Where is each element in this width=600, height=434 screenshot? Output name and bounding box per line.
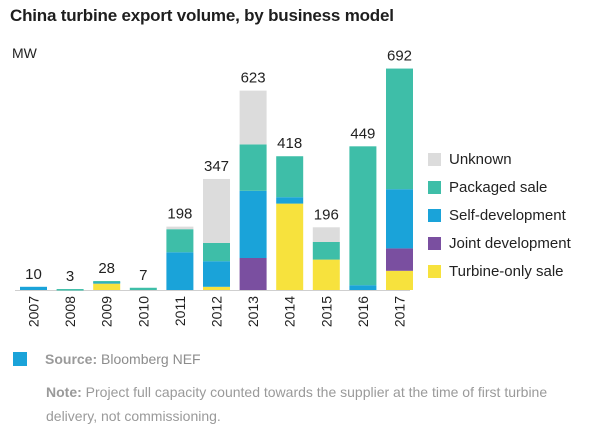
bar-segment-2017-packaged-sale — [386, 68, 413, 190]
x-tick-label-2012: 2012 — [209, 296, 225, 327]
source-label: Source: — [45, 351, 98, 367]
x-tick-label-2016: 2016 — [355, 296, 371, 327]
source-value: Bloomberg NEF — [101, 351, 201, 367]
legend-label-turbine-only-sale: Turbine-only sale — [449, 262, 564, 280]
bar-segment-2013-joint-development — [239, 258, 267, 290]
legend-swatch-packaged-sale — [428, 180, 441, 194]
legend-label-packaged-sale: Packaged sale — [449, 178, 548, 196]
chart-legend: Unknown Packaged sale Self-development J… — [428, 145, 571, 285]
bar-segment-2014-packaged-sale — [276, 156, 304, 198]
legend-item-unknown: Unknown — [428, 145, 571, 173]
bar-segment-2017-self-development — [386, 189, 413, 249]
data-label-2007: 10 — [25, 266, 42, 283]
bar-segment-2013-unknown — [239, 90, 267, 145]
x-tick-label-2015: 2015 — [318, 296, 334, 327]
bar-segment-2011-self-development — [166, 252, 194, 290]
bar-segment-2012-unknown — [203, 178, 230, 243]
bar-segment-2013-packaged-sale — [239, 144, 267, 191]
bar-segment-2013-self-development — [239, 190, 267, 258]
bar-segment-2015-unknown — [312, 227, 340, 242]
x-tick-label-2010: 2010 — [135, 296, 151, 327]
data-label-2016: 449 — [350, 125, 375, 142]
legend-label-unknown: Unknown — [449, 150, 512, 168]
legend-label-joint-development: Joint development — [449, 234, 571, 252]
bar-segment-2009-turbine-only-sale — [93, 283, 121, 290]
source-text: Source: Bloomberg NEF — [45, 351, 201, 367]
stacked-bar-chart: 10 2007 3 2008 28 2009 7 2010 198 2011 347 2012 623 2… — [15, 48, 413, 327]
legend-item-turbine-only-sale: Turbine-only sale — [428, 257, 571, 285]
data-label-2014: 418 — [277, 135, 302, 152]
bar-segment-2012-packaged-sale — [203, 242, 230, 262]
legend-swatch-turbine-only-sale — [428, 264, 441, 278]
chart-note: Note: Project full capacity counted towa… — [46, 380, 586, 428]
chart-title: China turbine export volume, by business… — [10, 6, 394, 25]
data-label-2017: 692 — [387, 48, 412, 65]
data-label-2012: 347 — [204, 158, 229, 175]
data-label-2009: 28 — [98, 260, 115, 277]
bar-segment-2010-packaged-sale — [129, 287, 157, 290]
bar-segment-2012-turbine-only-sale — [203, 286, 230, 290]
data-label-2015: 196 — [314, 206, 339, 223]
legend-label-self-development: Self-development — [449, 206, 566, 224]
y-axis-unit-label: MW — [12, 45, 37, 61]
bar-segment-2017-turbine-only-sale — [386, 270, 413, 290]
data-label-2013: 623 — [241, 70, 266, 87]
x-tick-label-2014: 2014 — [282, 296, 298, 327]
note-label: Note: — [46, 384, 82, 400]
bar-segment-2014-self-development — [276, 197, 304, 204]
data-label-2008: 3 — [66, 268, 74, 285]
x-tick-label-2017: 2017 — [392, 296, 408, 327]
bar-segment-2016-self-development — [349, 285, 377, 290]
bar-segment-2011-unknown — [166, 226, 194, 230]
source-marker-icon — [13, 352, 27, 366]
bar-segment-2009-packaged-sale — [93, 281, 121, 283]
data-label-2011: 198 — [167, 206, 192, 223]
note-text: Project full capacity counted towards th… — [46, 384, 548, 424]
x-tick-label-2008: 2008 — [62, 296, 78, 327]
legend-item-packaged-sale: Packaged sale — [428, 173, 571, 201]
bar-segment-2015-turbine-only-sale — [312, 259, 340, 290]
bar-segment-2012-self-development — [203, 261, 230, 287]
bar-segment-2015-packaged-sale — [312, 242, 340, 260]
legend-swatch-unknown — [428, 152, 441, 166]
x-tick-label-2013: 2013 — [245, 296, 261, 327]
legend-item-joint-development: Joint development — [428, 229, 571, 257]
legend-swatch-self-development — [428, 208, 441, 222]
bar-segment-2009-self-development — [93, 282, 121, 284]
legend-item-self-development: Self-development — [428, 201, 571, 229]
bar-segment-2016-packaged-sale — [349, 146, 377, 286]
source-line: Source: Bloomberg NEF — [13, 351, 201, 367]
x-tick-label-2011: 2011 — [172, 296, 188, 326]
bar-segment-2007-self-development — [20, 286, 47, 290]
legend-swatch-joint-development — [428, 236, 441, 250]
bar-segment-2014-turbine-only-sale — [276, 203, 304, 290]
data-label-2010: 7 — [139, 267, 147, 284]
bar-segment-2011-packaged-sale — [166, 229, 194, 253]
x-tick-label-2007: 2007 — [26, 296, 42, 327]
bar-segment-2008-packaged-sale — [56, 289, 84, 291]
bar-segment-2017-joint-development — [386, 248, 413, 271]
x-tick-label-2009: 2009 — [99, 296, 115, 327]
